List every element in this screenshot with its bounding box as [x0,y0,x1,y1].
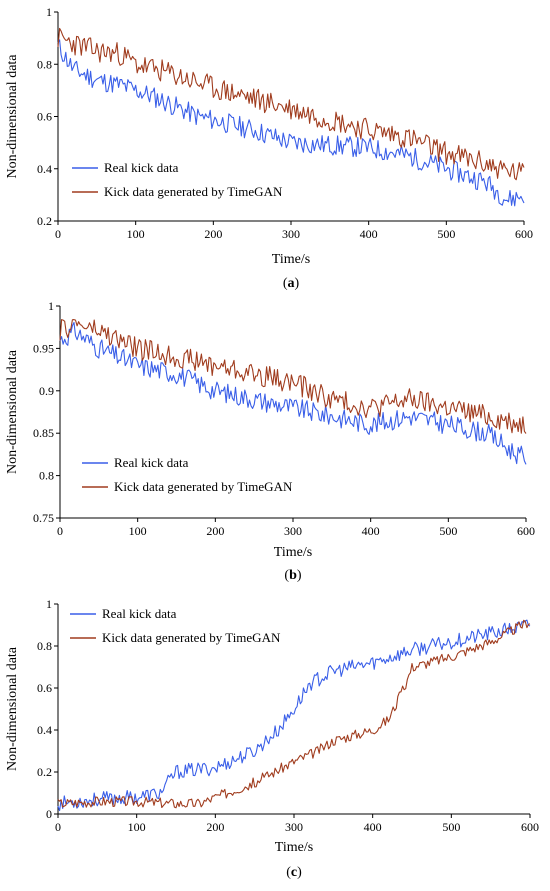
x-tick-label: 600 [517,524,535,538]
y-axis-title: Non-dimensional data [5,646,20,771]
y-tick-label: 1 [46,597,52,611]
x-tick-label: 600 [515,227,533,241]
series-line-timegan [57,27,525,181]
x-tick-label: 500 [442,820,460,834]
legend-label: Kick data generated by TimeGAN [104,184,283,199]
y-tick-label: 0.2 [37,214,52,228]
x-tick-label: 500 [439,524,457,538]
x-axis-title: Time/s [272,252,310,267]
y-tick-label: 0.8 [37,639,52,653]
x-tick-label: 300 [284,524,302,538]
chart-c: 0 0.2 0.4 0.6 0.8 1 0 100 200 300 400 500 600 Real ki… [5,597,539,880]
x-tick-label: 400 [364,820,382,834]
x-tick-label: 600 [521,820,539,834]
legend-label: Kick data generated by TimeGAN [102,630,281,645]
x-tick-label: 100 [129,524,147,538]
legend-label: Real kick data [102,606,177,621]
y-tick-label: 0.75 [33,511,54,525]
y-axis-title: Non-dimensional data [5,349,20,474]
chart-b: 0.75 0.8 0.85 0.9 0.95 1 0 100 200 300 400 500 600 Re… [5,299,535,583]
x-tick-label: 200 [206,820,224,834]
panel-label: (b) [284,568,301,583]
y-axis-title: Non-dimensional data [5,54,20,179]
x-tick-label: 200 [204,227,222,241]
x-tick-label: 0 [55,227,61,241]
y-tick-label: 0.8 [39,469,54,483]
y-tick-label: 0.8 [37,57,52,71]
y-tick-label: 0 [46,807,52,821]
x-tick-label: 400 [362,524,380,538]
legend-label: Kick data generated by TimeGAN [114,479,293,494]
y-tick-label: 0.2 [37,765,52,779]
y-tick-label: 0.6 [37,681,52,695]
y-tick-label: 0.4 [37,162,52,176]
x-tick-label: 500 [437,227,455,241]
x-tick-label: 100 [128,820,146,834]
x-tick-label: 400 [360,227,378,241]
panel-label: (c) [286,865,302,880]
x-axis-title: Time/s [275,840,313,855]
y-tick-label: 0.4 [37,723,52,737]
y-tick-label: 0.85 [33,426,54,440]
series-line-real [57,619,531,812]
x-tick-label: 0 [55,820,61,834]
x-tick-label: 100 [127,227,145,241]
series-line-real [59,321,527,465]
chart-a: 0.2 0.4 0.6 0.8 1 0 100 200 300 400 500 600 Real kic… [5,5,533,291]
y-tick-label: 0.9 [39,384,54,398]
series-line-timegan [59,319,527,434]
legend-label: Real kick data [104,160,179,175]
series-line-real [57,39,525,207]
x-tick-label: 200 [206,524,224,538]
y-tick-label: 1 [46,5,52,19]
panel-label: (a) [283,276,300,291]
x-axis-title: Time/s [274,545,312,560]
y-tick-label: 1 [48,299,54,313]
x-tick-label: 0 [57,524,63,538]
legend-label: Real kick data [114,455,189,470]
y-tick-label: 0.6 [37,110,52,124]
y-tick-label: 0.95 [33,341,54,355]
series-line-timegan [57,619,531,809]
x-tick-label: 300 [285,820,303,834]
x-tick-label: 300 [282,227,300,241]
